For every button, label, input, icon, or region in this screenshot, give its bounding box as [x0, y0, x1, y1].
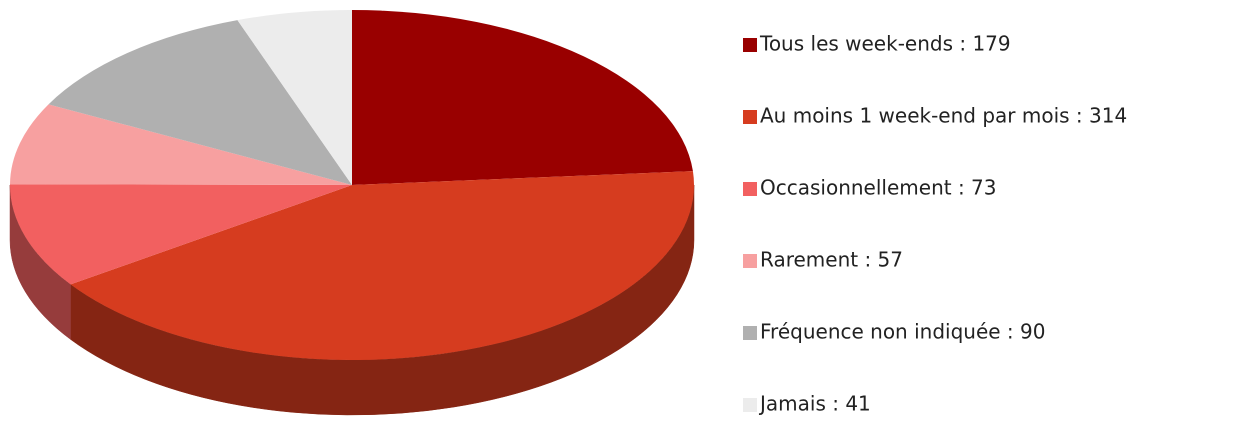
legend-swatch [743, 110, 757, 124]
legend-label: Rarement : 57 [760, 248, 903, 272]
pie-slice [237, 10, 352, 185]
pie-slice [352, 10, 693, 185]
pie-slice [48, 20, 352, 185]
pie-slice [70, 171, 694, 360]
legend-swatch [743, 38, 757, 52]
legend-label: Tous les week-ends : 179 [759, 32, 1011, 56]
legend-label: Jamais : 41 [758, 392, 871, 416]
legend-swatch [743, 254, 757, 268]
legend-label: Fréquence non indiquée : 90 [760, 320, 1045, 344]
pie-slice [9, 184, 352, 285]
legend-swatch [743, 182, 757, 196]
legend-swatch [743, 398, 757, 412]
pie-slice [10, 104, 353, 185]
legend-label: Au moins 1 week-end par mois : 314 [760, 104, 1127, 128]
legend-swatch [743, 326, 757, 340]
legend-label: Occasionnellement : 73 [760, 176, 996, 200]
